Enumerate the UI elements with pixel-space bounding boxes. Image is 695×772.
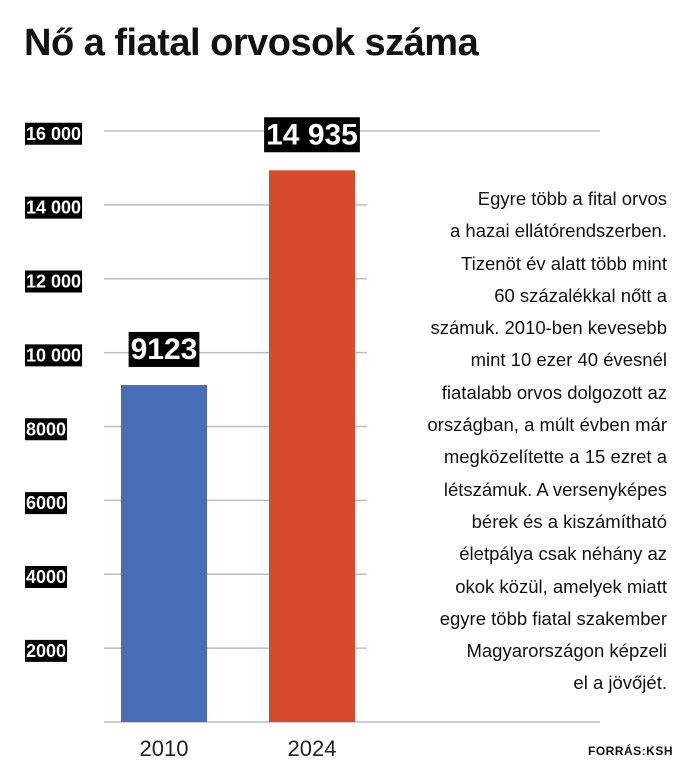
description-line: számuk. 2010-ben kevesebb (430, 317, 667, 339)
description-line: országban, a múlt évben már (427, 414, 667, 436)
description-line: okok közül, amelyek miatt (455, 575, 667, 597)
y-tick-label: 16 000 (26, 124, 81, 144)
description-line: megközelítette a 15 ezret a (443, 446, 667, 468)
y-tick-label-bg (25, 639, 68, 662)
description-line: mint 10 ezer 40 évesnél (470, 349, 667, 371)
bar-2024 (269, 170, 355, 722)
description-line: a hazai ellátórendszerben. (449, 220, 667, 242)
x-tick-label: 2024 (288, 736, 337, 761)
y-tick-label-bg (25, 492, 68, 515)
y-tick-label: 2000 (26, 641, 66, 661)
description-line: el a jövőjét. (573, 672, 667, 694)
data-label-bg (128, 331, 200, 367)
y-tick-label: 8000 (26, 419, 66, 439)
y-tick-label: 12 000 (26, 272, 81, 292)
y-tick-label-bg (25, 122, 83, 145)
description-line: fiatalabb orvos dolgozott az (441, 381, 667, 403)
source-note: FORRÁS:KSH (588, 744, 673, 758)
description-text: Egyre több a fital orvos a hazai ellátóre… (367, 183, 667, 700)
chart-title: Nő a fiatal orvosok száma (24, 22, 479, 64)
data-label-bg (264, 117, 360, 153)
description-line: életpálya csak néhány az (459, 543, 667, 565)
description-line: bérek és a kiszámítható (471, 510, 667, 532)
description-line: 60 százalékkal nőtt a (494, 284, 667, 306)
description-line: Egyre több a fital orvos (477, 188, 667, 209)
y-tick-label-bg (25, 344, 83, 367)
y-tick-label: 4000 (26, 567, 66, 587)
description-line: Magyarországon képzeli (466, 640, 667, 662)
y-tick-label-bg (25, 418, 68, 441)
description-line: egyre több fiatal szakember (439, 607, 667, 629)
data-label-2010: 9123 (131, 333, 198, 366)
y-tick-label-bg (25, 566, 68, 588)
description-line: Tizenöt év alatt több mint (460, 252, 667, 274)
y-tick-label: 10 000 (26, 345, 81, 365)
y-tick-label-bg (25, 270, 83, 293)
y-tick-label-bg (25, 196, 83, 219)
y-tick-label: 14 000 (26, 198, 81, 218)
data-label-2024: 14 935 (266, 118, 358, 151)
y-tick-label: 6000 (26, 493, 66, 513)
bar-2010 (121, 385, 207, 722)
description-line: létszámuk. A versenyképes (443, 478, 667, 500)
x-tick-label: 2010 (140, 736, 189, 761)
